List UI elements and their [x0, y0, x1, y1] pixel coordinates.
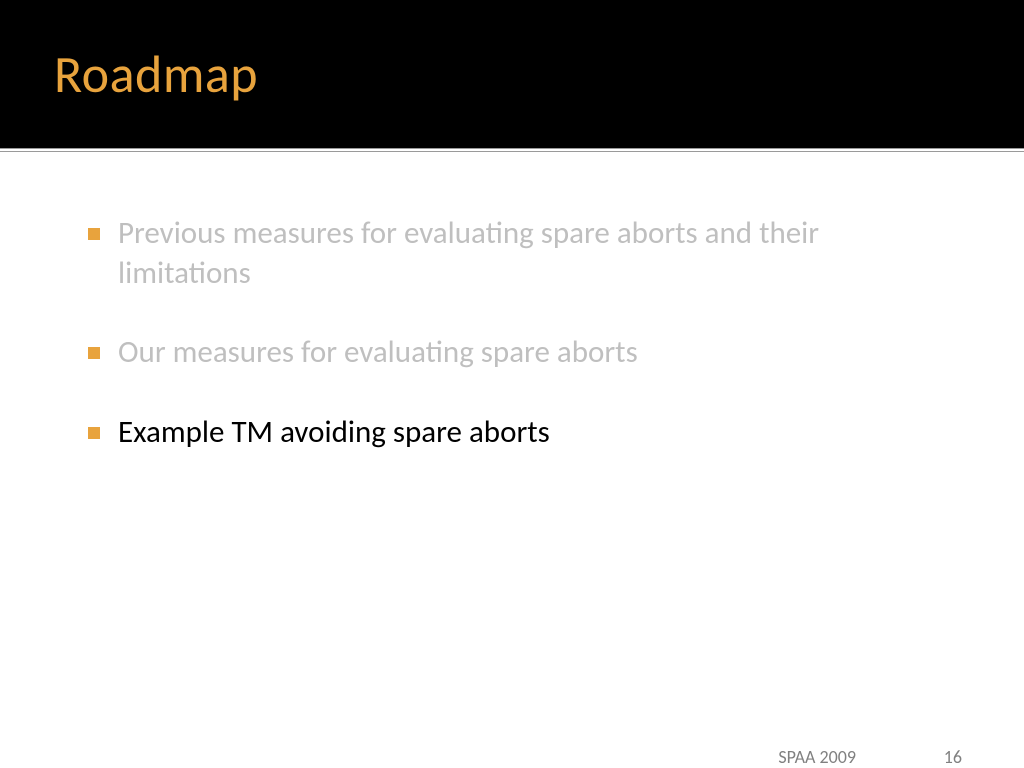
bullet-text: Example TM avoiding spare aborts — [118, 413, 954, 453]
title-divider — [0, 148, 1024, 152]
bullet-item: Previous measures for evaluating spare a… — [88, 214, 954, 293]
bullet-text: Previous measures for evaluating spare a… — [118, 214, 954, 293]
bullet-item: Our measures for evaluating spare aborts — [88, 333, 954, 373]
title-bar: Roadmap — [0, 0, 1024, 148]
bullet-icon — [88, 427, 100, 439]
bullet-icon — [88, 228, 100, 240]
footer-page-number: 16 — [944, 746, 962, 768]
bullet-icon — [88, 347, 100, 359]
content-area: Previous measures for evaluating spare a… — [0, 152, 1024, 453]
slide-title: Roadmap — [54, 42, 258, 106]
slide: Roadmap Previous measures for evaluating… — [0, 0, 1024, 768]
bullet-text: Our measures for evaluating spare aborts — [118, 333, 954, 373]
footer-venue: SPAA 2009 — [778, 746, 856, 768]
bullet-item: Example TM avoiding spare aborts — [88, 413, 954, 453]
